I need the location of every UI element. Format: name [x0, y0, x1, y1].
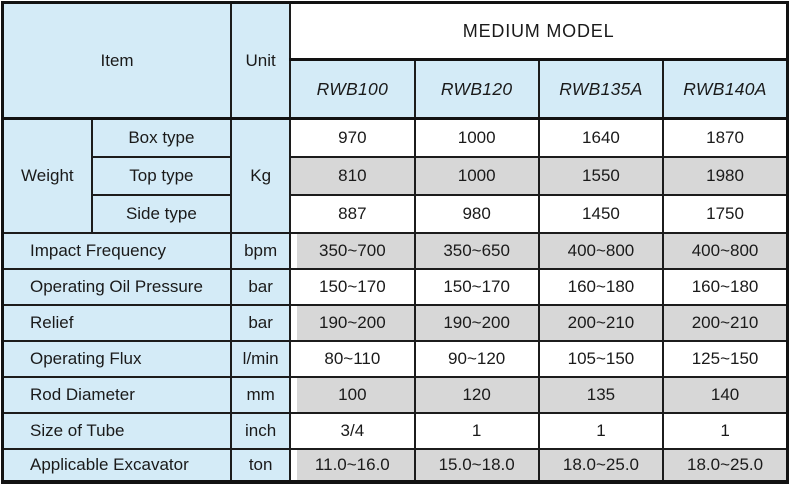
value-cell: 120 — [413, 375, 540, 414]
value-cell: 140 — [662, 375, 789, 414]
weight-unit-cell: Kg — [230, 117, 292, 234]
row-rod-diameter: Rod Diameter mm 100 120 135 140 — [1, 375, 789, 414]
row-label: Impact Frequency — [1, 231, 233, 270]
weight-type-label: Top type — [90, 155, 233, 196]
value-cell: 190~200 — [289, 303, 416, 342]
unit-cell: bpm — [230, 231, 292, 270]
value-cell: 105~150 — [537, 339, 665, 378]
row-label: Operating Flux — [1, 339, 233, 378]
value-cell: 400~800 — [662, 231, 789, 270]
value-cell: 1750 — [662, 193, 789, 234]
medium-model-header-cell: MEDIUM MODEL — [289, 1, 789, 61]
value-cell: 1870 — [662, 117, 789, 158]
value-cell: 150~170 — [413, 267, 540, 306]
value-cell: 980 — [413, 193, 540, 234]
spec-table: Item Unit MEDIUM MODEL RWB100 RWB120 RWB… — [1, 1, 789, 484]
row-label: Applicable Excavator — [1, 447, 233, 484]
value-cell: 3/4 — [289, 411, 416, 450]
unit-cell: bar — [230, 267, 292, 306]
value-cell: 400~800 — [537, 231, 665, 270]
model-header-rwb100: RWB100 — [289, 58, 416, 120]
value-cell: 18.0~25.0 — [662, 447, 789, 484]
value-cell: 1000 — [413, 117, 540, 158]
value-cell: 100 — [289, 375, 416, 414]
item-header-cell: Item — [1, 1, 233, 120]
value-cell: 810 — [289, 155, 416, 196]
unit-cell: bar — [230, 303, 292, 342]
model-header-rwb140a: RWB140A — [662, 58, 789, 120]
row-weight-box-type: Weight Box type Kg 970 1000 1640 1870 — [1, 117, 789, 234]
row-operating-flux: Operating Flux l/min 80~110 90~120 105~1… — [1, 339, 789, 378]
row-label: Rod Diameter — [1, 375, 233, 414]
row-operating-oil-pressure: Operating Oil Pressure bar 150~170 150~1… — [1, 267, 789, 306]
value-cell: 1 — [662, 411, 789, 450]
header-row-group: Item Unit MEDIUM MODEL — [1, 1, 789, 120]
value-cell: 1450 — [537, 193, 665, 234]
value-cell: 190~200 — [413, 303, 540, 342]
value-cell: 135 — [537, 375, 665, 414]
value-cell: 200~210 — [662, 303, 789, 342]
model-header-rwb135a: RWB135A — [537, 58, 665, 120]
unit-cell: ton — [230, 447, 292, 484]
row-size-of-tube: Size of Tube inch 3/4 1 1 1 — [1, 411, 789, 450]
unit-cell: l/min — [230, 339, 292, 378]
model-header-rwb120: RWB120 — [413, 58, 540, 120]
row-label: Relief — [1, 303, 233, 342]
row-weight-side-type: Side type 887 980 1450 1750 — [3, 193, 789, 234]
value-cell: 1 — [413, 411, 540, 450]
value-cell: 90~120 — [413, 339, 540, 378]
value-cell: 80~110 — [289, 339, 416, 378]
value-cell: 1 — [537, 411, 665, 450]
value-cell: 1640 — [537, 117, 665, 158]
unit-cell: inch — [230, 411, 292, 450]
value-cell: 160~180 — [662, 267, 789, 306]
value-cell: 160~180 — [537, 267, 665, 306]
weight-label-cell: Weight — [1, 117, 93, 234]
value-cell: 1000 — [413, 155, 540, 196]
value-cell: 887 — [289, 193, 416, 234]
value-cell: 1980 — [662, 155, 789, 196]
row-relief: Relief bar 190~200 190~200 200~210 200~2… — [1, 303, 789, 342]
row-applicable-excavator: Applicable Excavator ton 11.0~16.0 15.0~… — [1, 447, 789, 484]
row-label: Operating Oil Pressure — [1, 267, 233, 306]
unit-cell: mm — [230, 375, 292, 414]
value-cell: 1550 — [537, 155, 665, 196]
row-impact-frequency: Impact Frequency bpm 350~700 350~650 400… — [1, 231, 789, 270]
value-cell: 125~150 — [662, 339, 789, 378]
value-cell: 11.0~16.0 — [289, 447, 416, 484]
header-row-models: RWB100 RWB120 RWB135A RWB140A — [3, 58, 789, 120]
unit-header-cell: Unit — [230, 1, 292, 120]
weight-type-label: Side type — [90, 193, 233, 234]
weight-type-label: Box type — [90, 117, 233, 158]
value-cell: 200~210 — [537, 303, 665, 342]
value-cell: 350~650 — [413, 231, 540, 270]
value-cell: 15.0~18.0 — [413, 447, 540, 484]
value-cell: 350~700 — [289, 231, 416, 270]
row-label: Size of Tube — [1, 411, 233, 450]
value-cell: 150~170 — [289, 267, 416, 306]
row-weight-top-type: Top type 810 1000 1550 1980 — [3, 155, 789, 196]
value-cell: 970 — [289, 117, 416, 158]
value-cell: 18.0~25.0 — [537, 447, 665, 484]
